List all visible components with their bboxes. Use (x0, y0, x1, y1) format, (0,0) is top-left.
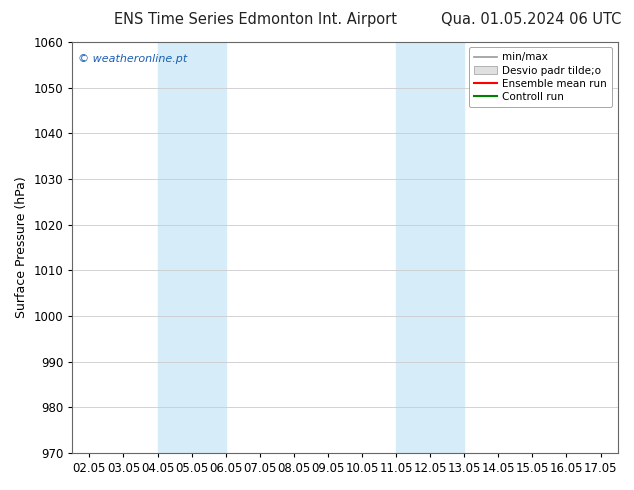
Bar (157, 42, 226, 453)
Bar (396, 42, 464, 453)
Text: Qua. 01.05.2024 06 UTC: Qua. 01.05.2024 06 UTC (441, 12, 621, 27)
Y-axis label: Surface Pressure (hPa): Surface Pressure (hPa) (15, 176, 28, 318)
Text: © weatheronline.pt: © weatheronline.pt (78, 54, 187, 64)
Text: ENS Time Series Edmonton Int. Airport: ENS Time Series Edmonton Int. Airport (114, 12, 397, 27)
Legend: min/max, Desvio padr tilde;o, Ensemble mean run, Controll run: min/max, Desvio padr tilde;o, Ensemble m… (469, 47, 612, 107)
